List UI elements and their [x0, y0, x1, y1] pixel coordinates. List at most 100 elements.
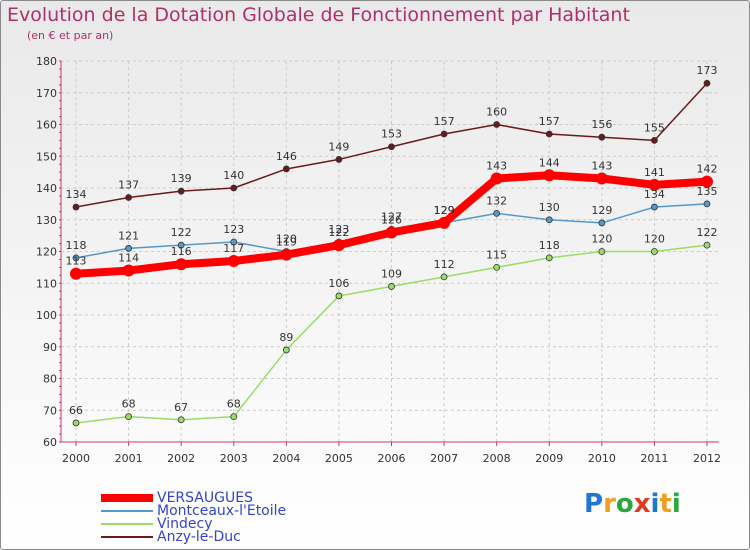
data-label-montceaux-l-etoile: 123 [223, 223, 244, 236]
data-point-versaugues [70, 267, 82, 280]
y-tick-label: 140 [36, 182, 57, 195]
data-point-anzy-le-duc [703, 79, 711, 87]
data-point-versaugues [175, 258, 188, 271]
legend-item-anzy: Anzy-le-Duc [101, 530, 241, 544]
data-label-anzy-le-duc: 149 [328, 140, 349, 153]
y-tick-label: 80 [43, 373, 57, 386]
data-label-anzy-le-duc: 134 [66, 188, 87, 201]
data-label-anzy-le-duc: 153 [381, 128, 402, 141]
x-tick-label: 2006 [378, 452, 406, 465]
data-label-anzy-le-duc: 140 [223, 169, 244, 182]
data-point-versaugues [701, 175, 713, 188]
data-point-versaugues [543, 169, 556, 182]
data-point-montceaux-l-etoile [493, 209, 501, 217]
x-tick-label: 2012 [693, 452, 721, 465]
legend-label-montceaux: Montceaux-l'Etoile [157, 503, 287, 519]
legend-swatch-vindecy [101, 523, 153, 525]
data-point-anzy-le-duc [335, 156, 343, 163]
data-point-montceaux-l-etoile [72, 254, 80, 262]
legend-swatch-montceaux [101, 510, 153, 512]
data-point-vindecy [598, 248, 606, 255]
data-label-anzy-le-duc: 139 [171, 172, 192, 185]
data-point-montceaux-l-etoile [177, 241, 185, 249]
data-point-anzy-le-duc [177, 187, 185, 195]
x-tick-label: 2005 [325, 452, 353, 465]
data-point-versaugues [227, 255, 240, 268]
data-point-anzy-le-duc [72, 203, 80, 211]
data-point-vindecy [493, 263, 501, 271]
y-tick-label: 130 [36, 214, 57, 227]
data-label-versaugues: 141 [644, 166, 665, 179]
logo-letter: x [633, 489, 651, 519]
data-label-versaugues: 119 [276, 236, 297, 249]
data-label-vindecy: 122 [697, 226, 718, 239]
y-tick-label: 110 [36, 277, 57, 290]
x-tick-label: 2008 [483, 452, 511, 465]
data-point-versaugues [595, 172, 608, 185]
data-label-montceaux-l-etoile: 118 [66, 239, 87, 252]
x-tick-label: 2002 [167, 452, 195, 465]
data-point-montceaux-l-etoile [545, 216, 553, 224]
data-label-anzy-le-duc: 160 [486, 106, 507, 119]
data-label-anzy-le-duc: 156 [591, 118, 612, 131]
data-label-anzy-le-duc: 157 [434, 115, 455, 128]
logo-letter: o [615, 489, 634, 519]
chart-subtitle: (en € et par an) [27, 29, 114, 42]
logo-letter: i [650, 489, 660, 519]
x-tick-label: 2001 [115, 452, 143, 465]
x-tick-label: 2000 [62, 452, 90, 465]
data-label-montceaux-l-etoile: 122 [171, 226, 192, 239]
data-label-anzy-le-duc: 173 [697, 64, 718, 77]
data-point-vindecy [282, 346, 290, 354]
data-label-vindecy: 106 [328, 277, 349, 290]
y-tick-label: 120 [36, 246, 57, 259]
data-label-montceaux-l-etoile: 120 [276, 233, 297, 246]
y-tick-label: 160 [36, 119, 57, 132]
y-tick-label: 100 [36, 309, 57, 322]
x-tick-label: 2003 [220, 452, 248, 465]
data-point-vindecy [703, 241, 711, 249]
data-point-montceaux-l-etoile [598, 219, 606, 227]
y-tick-label: 180 [36, 55, 57, 68]
logo-letter: P [584, 489, 604, 519]
data-point-vindecy [125, 413, 132, 421]
legend-label-anzy: Anzy-le-Duc [157, 529, 241, 545]
data-point-anzy-le-duc [651, 136, 658, 144]
data-point-versaugues [122, 264, 135, 277]
data-label-vindecy: 89 [279, 331, 293, 344]
data-point-vindecy [230, 413, 238, 421]
y-tick-label: 170 [36, 87, 57, 100]
data-point-vindecy [440, 273, 448, 281]
legend-item-montceaux: Montceaux-l'Etoile [101, 504, 286, 518]
data-label-versaugues: 126 [381, 213, 402, 226]
data-point-anzy-le-duc [440, 130, 448, 138]
data-label-anzy-le-duc: 155 [644, 121, 665, 134]
data-point-montceaux-l-etoile [125, 244, 132, 252]
x-tick-label: 2007 [430, 452, 458, 465]
data-label-versaugues: 143 [591, 159, 612, 172]
data-label-montceaux-l-etoile: 135 [697, 185, 718, 198]
data-label-vindecy: 112 [434, 258, 455, 271]
data-label-montceaux-l-etoile: 134 [644, 188, 665, 201]
data-label-versaugues: 143 [486, 159, 507, 172]
data-point-montceaux-l-etoile [651, 203, 658, 211]
x-tick-label: 2010 [588, 452, 616, 465]
y-tick-label: 150 [36, 150, 57, 163]
y-tick-label: 90 [43, 341, 57, 354]
x-tick-label: 2009 [535, 452, 563, 465]
data-label-vindecy: 120 [644, 233, 665, 246]
legend-label-vindecy: Vindecy [157, 516, 213, 532]
data-label-vindecy: 68 [122, 398, 136, 411]
data-point-versaugues [332, 239, 345, 252]
legend-label-versaugues: VERSAUGUES [157, 490, 253, 506]
legend-swatch-versaugues [101, 494, 153, 502]
data-point-vindecy [388, 283, 395, 290]
data-label-anzy-le-duc: 146 [276, 150, 297, 163]
logo-letter: r [603, 489, 616, 519]
data-point-vindecy [177, 416, 185, 424]
data-label-versaugues: 129 [434, 204, 455, 217]
data-label-vindecy: 109 [381, 267, 402, 280]
data-label-montceaux-l-etoile: 127 [381, 210, 402, 223]
data-point-anzy-le-duc [545, 130, 553, 138]
